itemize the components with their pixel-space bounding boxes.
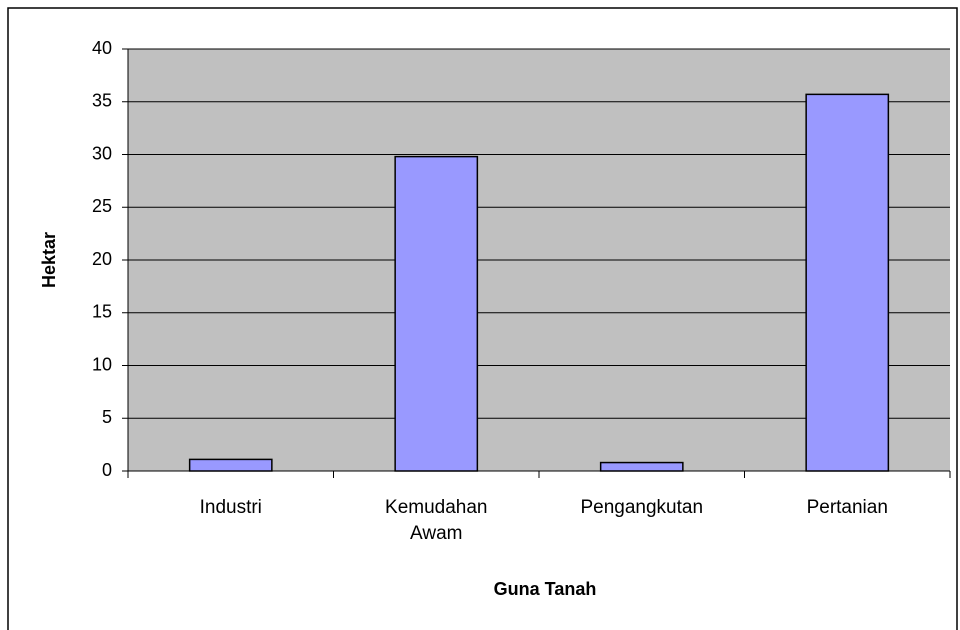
x-tick-label: Industri	[199, 497, 262, 518]
y-tick-label: 10	[92, 354, 112, 374]
y-tick-label: 20	[92, 249, 112, 269]
x-tick-label: Kemudahan Awam	[385, 497, 488, 544]
bar	[188, 458, 273, 472]
bar	[394, 155, 479, 472]
y-tick-label: 5	[102, 407, 112, 427]
y-tick-label: 40	[92, 38, 112, 58]
x-tick-label: Pengangkutan	[580, 497, 704, 518]
bar	[805, 93, 890, 472]
y-tick-label: 0	[102, 460, 112, 480]
y-tick-label: 35	[92, 91, 112, 111]
x-axis-title: Guna Tanah	[494, 579, 597, 599]
bar	[599, 461, 684, 472]
y-axis-title: Hektar	[39, 232, 59, 288]
y-tick-label: 30	[92, 143, 112, 163]
y-tick-label: 25	[92, 196, 112, 216]
y-tick-label: 15	[92, 302, 112, 322]
x-tick-label: Pertanian	[806, 497, 888, 518]
